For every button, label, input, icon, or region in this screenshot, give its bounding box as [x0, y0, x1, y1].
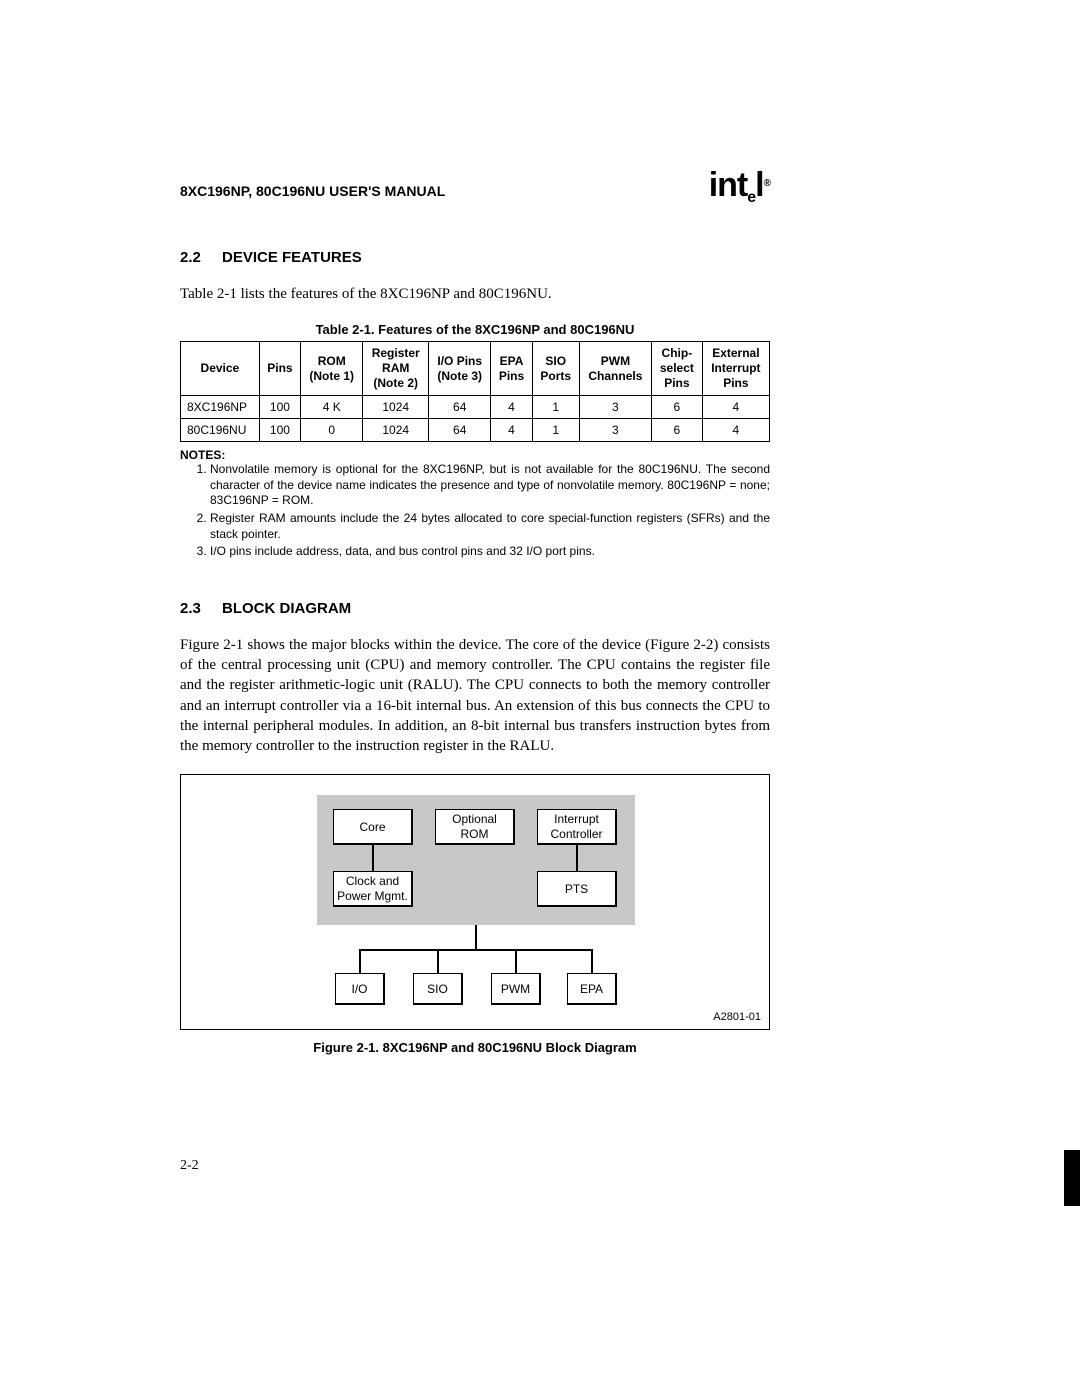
section-heading: 2.2DEVICE FEATURES — [180, 249, 770, 266]
note-item: Nonvolatile memory is optional for the 8… — [210, 462, 770, 509]
column-header: Device — [181, 342, 260, 396]
logo-part: e — [747, 189, 755, 206]
connector — [591, 949, 593, 973]
section-number: 2.3 — [180, 600, 222, 617]
connector — [475, 925, 477, 949]
figure-caption: Figure 2-1. 8XC196NP and 80C196NU Block … — [180, 1040, 770, 1055]
table-cell: 3 — [579, 396, 651, 419]
table-cell: 8XC196NP — [181, 396, 260, 419]
table-cell: 64 — [429, 396, 491, 419]
node-io: I/O — [335, 973, 385, 1005]
section-intro: Table 2-1 lists the features of the 8XC1… — [180, 284, 770, 304]
section-body: Figure 2-1 shows the major blocks within… — [180, 635, 770, 757]
node-core: Core — [333, 809, 413, 845]
section-title: DEVICE FEATURES — [222, 249, 362, 266]
node-pts: PTS — [537, 871, 617, 907]
table-cell: 1 — [532, 419, 579, 442]
table-cell: 100 — [259, 419, 300, 442]
logo-part: l — [755, 166, 763, 204]
connector — [359, 949, 593, 951]
connector — [576, 845, 578, 871]
table-cell: 1024 — [363, 396, 429, 419]
table-cell: 80C196NU — [181, 419, 260, 442]
table-row: 8XC196NP1004 K10246441364 — [181, 396, 770, 419]
table-cell: 6 — [652, 419, 703, 442]
manual-title: 8XC196NP, 80C196NU USER'S MANUAL — [180, 183, 445, 199]
table-cell: 4 — [702, 419, 769, 442]
section-title: BLOCK DIAGRAM — [222, 600, 351, 617]
page-tab-mark — [1064, 1150, 1080, 1206]
column-header: ROM (Note 1) — [301, 342, 363, 396]
block-diagram-figure: Core Optional ROM Interrupt Controller C… — [180, 774, 770, 1030]
logo-part: int — [709, 166, 748, 204]
table-cell: 64 — [429, 419, 491, 442]
notes-list: Nonvolatile memory is optional for the 8… — [180, 462, 770, 560]
connector — [437, 949, 439, 973]
table-cell: 4 — [702, 396, 769, 419]
column-header: SIO Ports — [532, 342, 579, 396]
table-cell: 4 — [491, 396, 532, 419]
features-table: DevicePinsROM (Note 1)Register RAM (Note… — [180, 341, 770, 442]
table-cell: 4 — [491, 419, 532, 442]
table-cell: 100 — [259, 396, 300, 419]
column-header: External Interrupt Pins — [702, 342, 769, 396]
column-header: Chip- select Pins — [652, 342, 703, 396]
page-number: 2-2 — [180, 1158, 199, 1174]
connector — [515, 949, 517, 973]
table-cell: 3 — [579, 419, 651, 442]
section-number: 2.2 — [180, 249, 222, 266]
note-item: I/O pins include address, data, and bus … — [210, 544, 770, 560]
table-cell: 6 — [652, 396, 703, 419]
notes-heading: NOTES: — [180, 448, 770, 462]
column-header: I/O Pins (Note 3) — [429, 342, 491, 396]
node-rom: Optional ROM — [435, 809, 515, 845]
node-pwm: PWM — [491, 973, 541, 1005]
note-item: Register RAM amounts include the 24 byte… — [210, 511, 770, 542]
connector — [359, 949, 361, 973]
column-header: Register RAM (Note 2) — [363, 342, 429, 396]
table-cell: 1 — [532, 396, 579, 419]
table-cell: 4 K — [301, 396, 363, 419]
column-header: Pins — [259, 342, 300, 396]
logo-reg: ® — [764, 178, 770, 189]
table-row: 80C196NU100010246441364 — [181, 419, 770, 442]
node-epa: EPA — [567, 973, 617, 1005]
node-sio: SIO — [413, 973, 463, 1005]
intel-logo: intel® — [709, 166, 770, 205]
table-cell: 0 — [301, 419, 363, 442]
column-header: EPA Pins — [491, 342, 532, 396]
section-heading: 2.3BLOCK DIAGRAM — [180, 600, 770, 617]
column-header: PWM Channels — [579, 342, 651, 396]
connector — [372, 845, 374, 871]
node-interrupt: Interrupt Controller — [537, 809, 617, 845]
node-clock: Clock and Power Mgmt. — [333, 871, 413, 907]
table-caption: Table 2-1. Features of the 8XC196NP and … — [180, 322, 770, 337]
table-cell: 1024 — [363, 419, 429, 442]
figure-id: A2801-01 — [713, 1011, 761, 1023]
